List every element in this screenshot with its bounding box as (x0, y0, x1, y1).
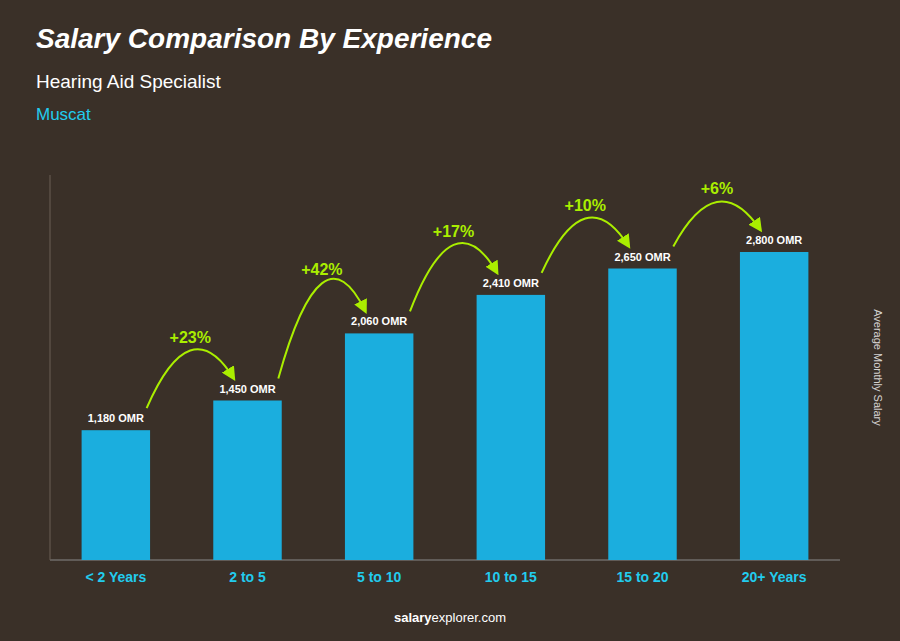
data-label: 2,650 OMR (614, 251, 670, 263)
data-label: 1,450 OMR (219, 383, 275, 395)
y-axis-line (50, 175, 51, 560)
x-tick-label: 15 to 20 (616, 569, 668, 585)
x-tick-label: 20+ Years (742, 569, 807, 585)
bar (608, 269, 676, 561)
change-arrow (278, 279, 365, 379)
x-axis-line (50, 560, 840, 561)
subtitle: Hearing Aid Specialist (36, 71, 222, 92)
change-label: +10% (565, 197, 606, 214)
footer-part: salary (394, 610, 432, 625)
title: Salary Comparison By Experience (36, 23, 492, 54)
bar (477, 295, 545, 560)
change-arrow (673, 202, 760, 247)
change-label: +42% (301, 261, 342, 278)
y-axis-label: Average Monthly Salary (872, 309, 884, 426)
x-tick-label: < 2 Years (85, 569, 146, 585)
bar (345, 333, 413, 560)
data-label: 1,180 OMR (88, 412, 144, 424)
bar (740, 252, 808, 560)
data-label: 2,060 OMR (351, 315, 407, 327)
change-arrow (542, 217, 629, 272)
x-tick-label: 5 to 10 (357, 569, 402, 585)
footer-part: explorer.com (432, 610, 506, 625)
change-label: +6% (701, 180, 733, 197)
bar (82, 430, 150, 560)
x-tick-label: 2 to 5 (229, 569, 266, 585)
change-arrow (410, 243, 497, 311)
chart-svg: Salary Comparison By Experience Hearing A… (0, 0, 900, 641)
footer: salaryexplorer.com (394, 610, 506, 625)
x-tick-label: 10 to 15 (485, 569, 537, 585)
bar (213, 401, 281, 561)
bars (82, 252, 809, 560)
chart-container: Salary Comparison By Experience Hearing A… (0, 0, 900, 641)
background (0, 0, 900, 641)
data-label: 2,800 OMR (746, 234, 802, 246)
change-arrow (147, 349, 234, 408)
change-label: +23% (170, 329, 211, 346)
data-label: 2,410 OMR (483, 277, 539, 289)
change-label: +17% (433, 223, 474, 240)
location: Muscat (36, 105, 91, 124)
